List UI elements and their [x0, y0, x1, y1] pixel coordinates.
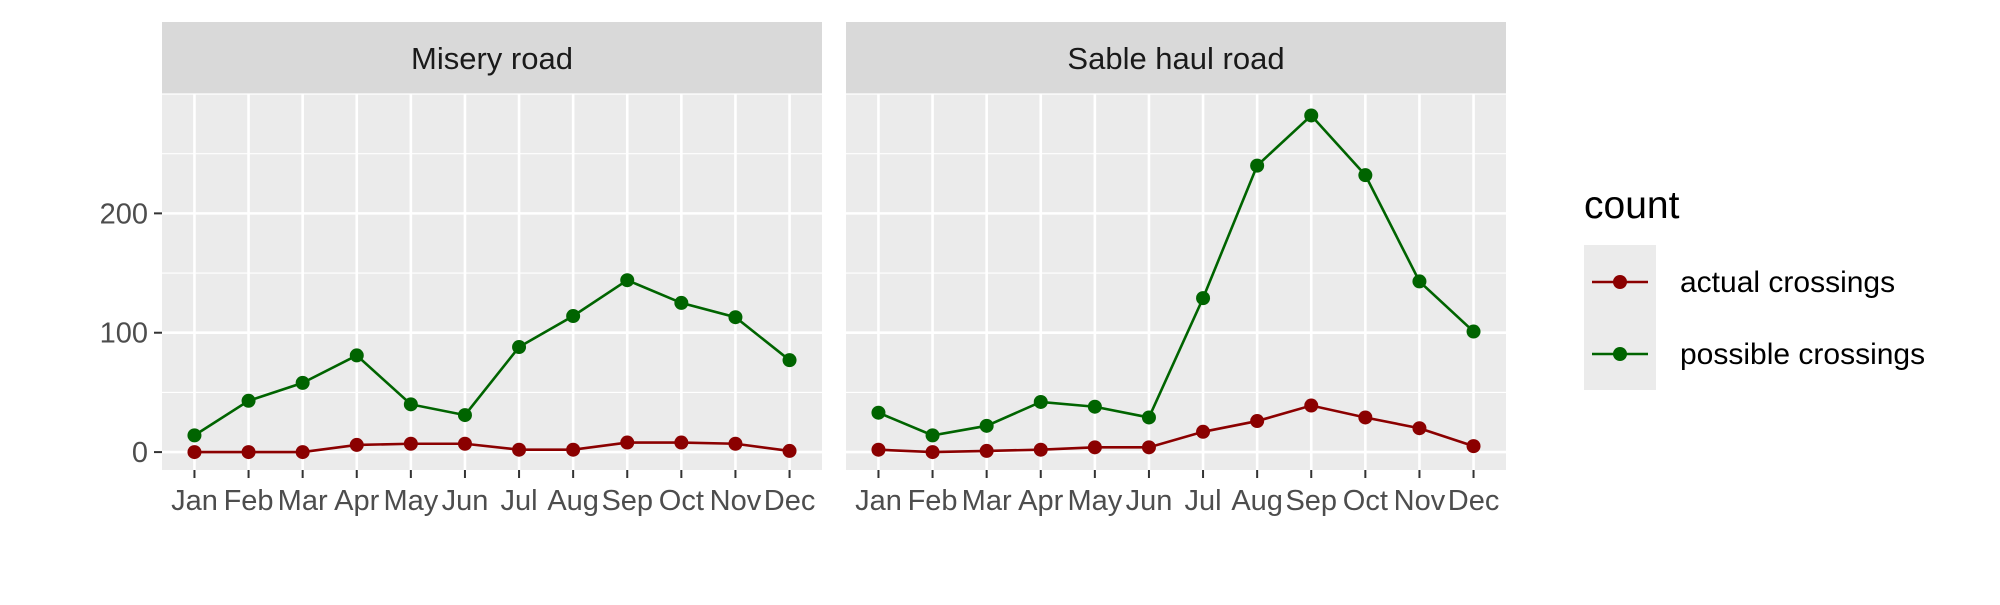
legend-title: count	[1584, 184, 1680, 227]
x-tick-label: Jan	[855, 485, 902, 517]
data-point	[620, 273, 635, 288]
facet-title: Sable haul road	[1067, 41, 1284, 76]
data-point	[728, 436, 743, 451]
panel-background	[846, 94, 1506, 470]
data-point	[979, 418, 994, 433]
data-point	[1250, 158, 1265, 173]
data-point	[871, 442, 886, 457]
data-point	[1358, 168, 1373, 183]
data-point	[241, 393, 256, 408]
legend-label: actual crossings	[1680, 266, 1895, 299]
data-point	[782, 443, 797, 458]
legend-key-background	[1584, 245, 1656, 390]
x-tick-label: Sep	[601, 485, 653, 517]
data-point	[1466, 439, 1481, 454]
series-line	[877, 113, 1475, 437]
data-point	[871, 405, 886, 420]
x-tick-label: Nov	[710, 485, 762, 517]
data-point	[566, 309, 581, 324]
data-point	[512, 340, 527, 355]
data-point	[1412, 421, 1427, 436]
data-point	[674, 295, 689, 310]
data-point	[1141, 440, 1156, 455]
y-tick-label: 100	[100, 318, 148, 350]
y-tick-label: 0	[132, 437, 148, 469]
data-point	[457, 436, 472, 451]
data-point	[925, 428, 940, 443]
x-tick-label: Jul	[1185, 485, 1222, 517]
data-point	[1033, 442, 1048, 457]
x-tick-label: Dec	[1448, 485, 1500, 517]
data-point	[925, 445, 940, 460]
facet-title: Misery road	[411, 41, 573, 76]
data-point	[1087, 440, 1102, 455]
legend-label: possible crossings	[1680, 338, 1925, 371]
data-point	[728, 310, 743, 325]
data-point	[403, 397, 418, 412]
data-point	[1412, 274, 1427, 289]
x-tick-label: Oct	[1343, 485, 1388, 517]
data-point	[1466, 324, 1481, 339]
x-tick-label: Aug	[547, 485, 599, 517]
data-point	[187, 445, 202, 460]
data-point	[1250, 414, 1265, 429]
x-tick-label: Jul	[501, 485, 538, 517]
x-tick-label: Feb	[908, 485, 958, 517]
legend-key-point	[1613, 275, 1627, 289]
data-point	[1033, 394, 1048, 409]
data-point	[782, 353, 797, 368]
x-tick-label: Jun	[1126, 485, 1173, 517]
series-line	[878, 404, 1474, 454]
x-tick-label: Dec	[764, 485, 816, 517]
data-point	[349, 437, 364, 452]
data-point	[403, 436, 418, 451]
data-point	[1358, 410, 1373, 425]
x-tick-label: Jan	[171, 485, 218, 517]
data-point	[979, 443, 994, 458]
panel-background	[162, 94, 822, 470]
data-point	[1196, 291, 1211, 306]
data-point	[457, 408, 472, 423]
x-tick-label: Oct	[659, 485, 704, 517]
data-point	[1304, 398, 1319, 413]
x-tick-label: Mar	[962, 485, 1012, 517]
x-tick-label: Aug	[1231, 485, 1283, 517]
x-tick-label: Jun	[442, 485, 489, 517]
series-line	[193, 278, 791, 437]
x-tick-label: Apr	[334, 485, 379, 517]
x-tick-label: Apr	[1018, 485, 1063, 517]
data-point	[1087, 399, 1102, 414]
facet-strip	[846, 22, 1506, 94]
data-point	[295, 445, 310, 460]
data-point	[620, 435, 635, 450]
data-point	[512, 442, 527, 457]
x-tick-label: May	[383, 485, 438, 517]
series-line	[194, 441, 790, 454]
x-tick-label: Nov	[1394, 485, 1446, 517]
x-tick-label: Mar	[278, 485, 328, 517]
data-point	[349, 348, 364, 363]
x-tick-label: Sep	[1285, 485, 1337, 517]
data-point	[1304, 108, 1319, 123]
data-point	[241, 445, 256, 460]
x-tick-label: Feb	[224, 485, 274, 517]
y-tick-label: 200	[100, 198, 148, 230]
x-tick-label: May	[1067, 485, 1122, 517]
data-point	[674, 435, 689, 450]
data-point	[187, 428, 202, 443]
facet-strip	[162, 22, 822, 94]
data-point	[295, 375, 310, 390]
legend-key-point	[1613, 347, 1627, 361]
data-point	[566, 442, 581, 457]
data-point	[1196, 424, 1211, 439]
data-point	[1141, 410, 1156, 425]
